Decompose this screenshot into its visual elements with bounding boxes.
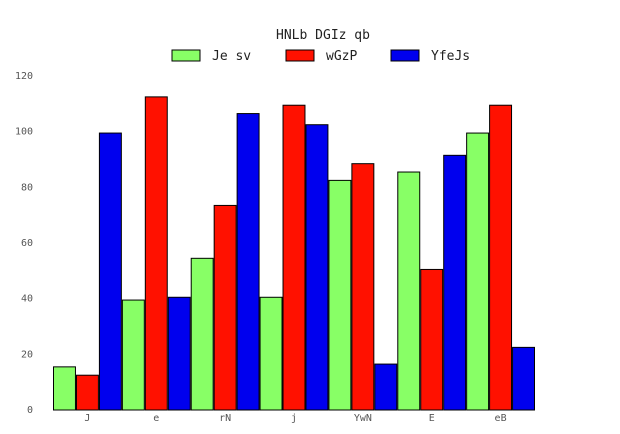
bar-yfejs-0 [99, 133, 121, 410]
legend-swatch [172, 50, 200, 61]
x-tick-label: j [291, 413, 297, 424]
bar-je-sv-6 [467, 133, 489, 410]
x-tick-label: rN [219, 413, 231, 424]
bar-wgzp-2 [214, 205, 236, 410]
legend-label: wGzP [326, 49, 357, 64]
bar-je-sv-2 [191, 258, 213, 410]
bar-yfejs-3 [306, 125, 328, 410]
x-tick-label: E [429, 413, 435, 424]
x-tick-label: J [84, 413, 90, 424]
bar-yfejs-2 [237, 114, 259, 410]
bar-je-sv-4 [329, 180, 351, 410]
legend-swatch [286, 50, 314, 61]
bars [54, 97, 535, 410]
bar-yfejs-5 [444, 155, 466, 410]
y-tick-label: 60 [21, 238, 33, 249]
bar-wgzp-1 [145, 97, 167, 410]
y-tick-label: 40 [21, 294, 33, 305]
bar-yfejs-4 [375, 364, 397, 410]
bar-wgzp-6 [490, 105, 512, 410]
y-tick-label: 20 [21, 349, 33, 360]
legend: Je sv wGzP YfeJs [172, 49, 470, 64]
y-axis-ticks: 0 20 40 60 80 100 120 [15, 71, 33, 416]
bar-wgzp-4 [352, 164, 374, 410]
y-tick-label: 0 [27, 405, 33, 416]
x-tick-label: eB [495, 413, 507, 424]
x-tick-label: YwN [354, 413, 372, 424]
chart-title: HNLb DGIz qb [276, 28, 370, 43]
bar-wgzp-0 [76, 375, 98, 410]
y-tick-label: 100 [15, 127, 33, 138]
legend-swatch [391, 50, 419, 61]
bar-je-sv-0 [54, 367, 76, 410]
bar-yfejs-1 [168, 297, 190, 410]
legend-label: Je sv [212, 49, 251, 64]
legend-label: YfeJs [431, 49, 470, 64]
bar-wgzp-5 [421, 269, 443, 410]
bar-je-sv-1 [122, 300, 144, 410]
y-tick-label: 120 [15, 71, 33, 82]
bar-je-sv-3 [260, 297, 282, 410]
bar-wgzp-3 [283, 105, 305, 410]
bar-yfejs-6 [513, 347, 535, 410]
y-tick-label: 80 [21, 182, 33, 193]
bar-je-sv-5 [398, 172, 420, 410]
x-tick-label: e [153, 413, 159, 424]
